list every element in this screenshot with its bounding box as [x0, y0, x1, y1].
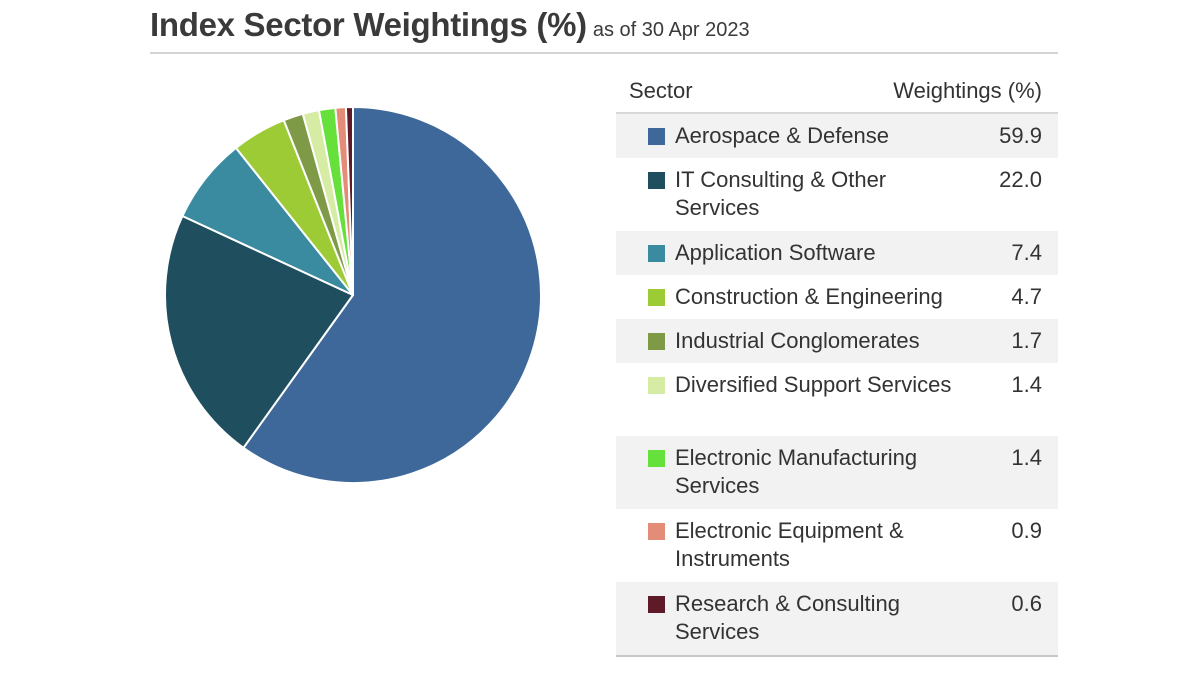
table-row: Aerospace & Defense 59.9: [616, 114, 1058, 158]
legend-swatch: [648, 377, 665, 394]
table-row: Electronic Equipment & Instruments 0.9: [616, 509, 1058, 582]
legend-swatch: [648, 289, 665, 306]
sector-weighting-value: 0.9: [1011, 518, 1042, 543]
legend-swatch: [648, 523, 665, 540]
legend-swatch: [648, 333, 665, 350]
sector-label: Electronic Equipment & Instruments: [675, 518, 904, 571]
table-row: Electronic Manufacturing Services 1.4: [616, 436, 1058, 509]
pie-slice: [242, 106, 542, 484]
sector-column-header: Sector: [629, 78, 693, 103]
legend-swatch: [648, 128, 665, 145]
sector-label: IT Consulting & Other Services: [675, 167, 887, 220]
as-of-date: as of 30 Apr 2023: [592, 19, 750, 41]
table-row: Diversified Support Services 1.4: [616, 363, 1058, 436]
table-body: Aerospace & Defense 59.9 IT Consulting & O…: [616, 114, 1058, 655]
pie-chart: [164, 105, 542, 484]
table-row: IT Consulting & Other Services 22.0: [616, 158, 1058, 231]
sector-label: Electronic Manufacturing Services: [675, 445, 918, 498]
sector-weighting-value: 1.4: [1011, 445, 1042, 470]
sector-weighting-value: 7.4: [1011, 240, 1042, 265]
sector-label: Industrial Conglomerates: [675, 328, 920, 353]
legend-swatch: [648, 450, 665, 467]
sector-weighting-value: 1.7: [1011, 328, 1042, 353]
legend-swatch: [648, 172, 665, 189]
weighting-column-header: Weightings (%): [893, 78, 1042, 103]
table-row: Construction & Engineering 4.7: [616, 275, 1058, 319]
table-bottom-rule: [616, 655, 1058, 657]
sector-label: Application Software: [675, 240, 876, 265]
legend-swatch: [648, 596, 665, 613]
sector-label: Construction & Engineering: [675, 284, 943, 309]
table-header: Sector Weightings (%): [616, 70, 1058, 114]
page-title: Index Sector Weightings (%): [150, 6, 587, 43]
sector-weighting-value: 0.6: [1011, 591, 1042, 616]
sector-weightings-table: Sector Weightings (%) Aerospace & Defens…: [616, 70, 1058, 657]
table-row: Application Software 7.4: [616, 231, 1058, 275]
sector-label: Diversified Support Services: [675, 372, 952, 397]
table-row: Industrial Conglomerates 1.7: [616, 319, 1058, 363]
table-row: Research & Consulting Services 0.6: [616, 582, 1058, 655]
sector-weighting-value: 22.0: [999, 167, 1042, 192]
sector-weighting-value: 59.9: [999, 123, 1042, 148]
pie-slice: [344, 105, 354, 296]
sector-label: Research & Consulting Services: [675, 591, 901, 644]
sector-weighting-value: 4.7: [1011, 284, 1042, 309]
legend-swatch: [648, 245, 665, 262]
sector-label: Aerospace & Defense: [675, 123, 890, 148]
sector-weighting-value: 1.4: [1011, 372, 1042, 397]
chart-header: Index Sector Weightings (%) as of 30 Apr …: [150, 6, 1058, 54]
